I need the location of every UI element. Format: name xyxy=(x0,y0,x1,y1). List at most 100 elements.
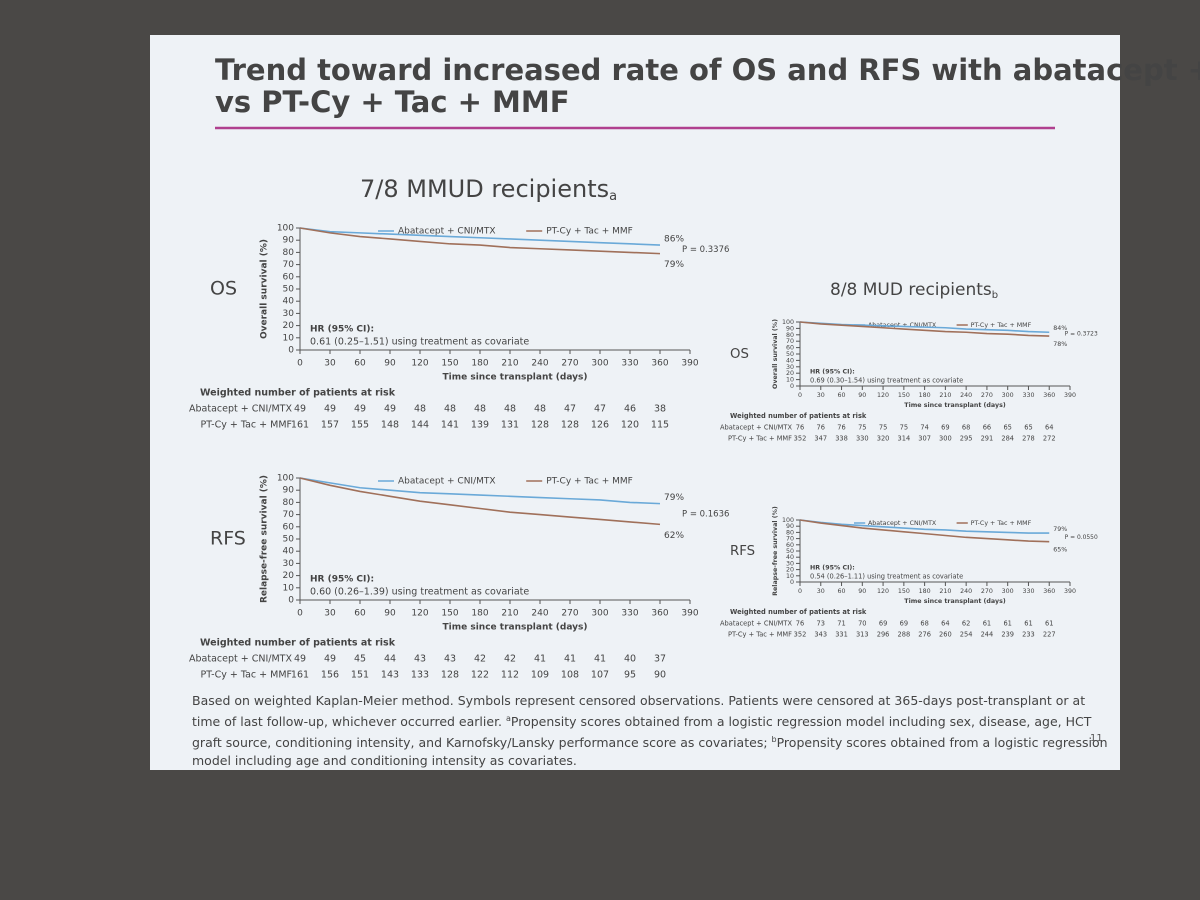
risk-count: 62 xyxy=(962,619,970,627)
risk-count: 112 xyxy=(501,670,519,681)
x-tick-label: 390 xyxy=(681,359,698,369)
risk-count: 44 xyxy=(384,654,396,665)
y-tick-label: 80 xyxy=(786,332,794,339)
y-axis-label: Relapse-free survival (%) xyxy=(772,506,779,596)
x-tick-label: 270 xyxy=(981,392,993,399)
x-tick-label: 360 xyxy=(1043,392,1055,399)
x-tick-label: 240 xyxy=(960,588,972,595)
risk-count: 284 xyxy=(1001,435,1014,443)
footnote-marker: a xyxy=(609,189,617,204)
x-axis-label: Time since transplant (days) xyxy=(904,598,1006,605)
y-tick-label: 70 xyxy=(786,536,794,543)
risk-count: 37 xyxy=(654,654,666,665)
legend-label: PT-Cy + Tac + MMF xyxy=(971,322,1032,329)
risk-count: 233 xyxy=(1022,631,1035,639)
risk-count: 73 xyxy=(817,619,825,627)
x-tick-label: 180 xyxy=(471,359,488,369)
risk-count: 46 xyxy=(624,404,636,415)
risk-count: 95 xyxy=(624,670,636,681)
x-axis-label: Time since transplant (days) xyxy=(443,623,588,633)
risk-count: 157 xyxy=(321,420,339,431)
risk-count: 76 xyxy=(796,619,804,627)
risk-count: 296 xyxy=(877,631,890,639)
risk-table-title: Weighted number of patients at risk xyxy=(200,638,396,649)
hr-text: 0.69 (0.30–1.54) using treatment as cova… xyxy=(810,376,963,384)
x-tick-label: 180 xyxy=(471,609,488,619)
risk-count: 128 xyxy=(441,670,459,681)
x-tick-label: 210 xyxy=(939,392,951,399)
y-axis-label: Overall survival (%) xyxy=(260,239,270,339)
risk-count: 343 xyxy=(814,631,827,639)
y-tick-label: 30 xyxy=(786,364,794,371)
row-label: OS xyxy=(730,347,749,362)
y-tick-label: 100 xyxy=(782,517,794,524)
risk-count: 156 xyxy=(321,670,339,681)
risk-count: 151 xyxy=(351,670,369,681)
y-tick-label: 50 xyxy=(786,548,794,555)
risk-count: 107 xyxy=(591,670,609,681)
group-heading: 8/8 MUD recipientsb xyxy=(830,280,998,301)
risk-count: 49 xyxy=(324,654,336,665)
x-tick-label: 360 xyxy=(651,359,668,369)
x-tick-label: 0 xyxy=(798,588,802,595)
x-tick-label: 0 xyxy=(297,359,303,369)
end-label: 86% xyxy=(664,235,684,245)
risk-row-name: PT-Cy + Tac + MMF xyxy=(201,420,292,431)
x-tick-label: 30 xyxy=(817,392,825,399)
risk-count: 320 xyxy=(877,435,890,443)
slide xyxy=(150,35,1120,770)
y-tick-label: 60 xyxy=(786,542,794,549)
risk-count: 109 xyxy=(531,670,549,681)
hr-text: 0.60 (0.26–1.39) using treatment as cova… xyxy=(310,587,529,598)
risk-count: 338 xyxy=(835,435,848,443)
page-number: 11 xyxy=(1090,733,1103,744)
y-tick-label: 60 xyxy=(283,522,295,532)
slide-title: vs PT-Cy + Tac + MMF xyxy=(215,85,570,119)
x-tick-label: 270 xyxy=(561,359,578,369)
risk-count: 314 xyxy=(898,435,911,443)
risk-count: 239 xyxy=(1001,631,1014,639)
risk-count: 227 xyxy=(1043,631,1056,639)
footnote-text: Based on weighted Kaplan-Meier method. S… xyxy=(192,693,1086,730)
risk-count: 49 xyxy=(354,404,366,415)
x-tick-label: 390 xyxy=(1064,392,1076,399)
survival-curve xyxy=(299,227,661,255)
risk-count: 133 xyxy=(411,670,429,681)
y-tick-label: 70 xyxy=(786,338,794,345)
y-tick-label: 100 xyxy=(782,319,794,326)
risk-count: 75 xyxy=(879,423,887,431)
risk-count: 49 xyxy=(324,404,336,415)
hr-label: HR (95% CI): xyxy=(310,575,374,585)
x-tick-label: 0 xyxy=(798,392,802,399)
x-tick-label: 210 xyxy=(939,588,951,595)
risk-count: 155 xyxy=(351,420,369,431)
survival-curve xyxy=(799,519,1050,534)
x-tick-label: 180 xyxy=(919,392,931,399)
risk-count: 128 xyxy=(561,420,579,431)
x-axis-label: Time since transplant (days) xyxy=(904,402,1006,409)
row-label: OS xyxy=(210,278,237,300)
x-tick-label: 150 xyxy=(898,392,910,399)
risk-count: 42 xyxy=(474,654,486,665)
y-tick-label: 50 xyxy=(786,351,794,358)
risk-count: 61 xyxy=(1024,619,1032,627)
risk-count: 69 xyxy=(879,619,887,627)
survival-curve xyxy=(299,227,661,246)
y-tick-label: 40 xyxy=(283,547,295,557)
risk-row-name: Abatacept + CNI/MTX xyxy=(189,404,292,415)
x-tick-label: 360 xyxy=(651,609,668,619)
footnote: Based on weighted Kaplan-Meier method. S… xyxy=(192,692,1112,770)
risk-row-name: Abatacept + CNI/MTX xyxy=(720,619,792,627)
footnote-marker: a xyxy=(506,714,511,723)
p-value: P = 0.3376 xyxy=(682,245,729,255)
risk-count: 70 xyxy=(858,619,866,627)
x-tick-label: 30 xyxy=(324,359,336,369)
risk-count: 260 xyxy=(939,631,952,639)
risk-count: 43 xyxy=(444,654,456,665)
end-label: 79% xyxy=(1053,526,1067,533)
risk-count: 66 xyxy=(983,423,991,431)
x-tick-label: 300 xyxy=(1002,392,1014,399)
x-tick-label: 90 xyxy=(858,588,866,595)
risk-count: 71 xyxy=(837,619,845,627)
end-label: 84% xyxy=(1053,325,1067,332)
